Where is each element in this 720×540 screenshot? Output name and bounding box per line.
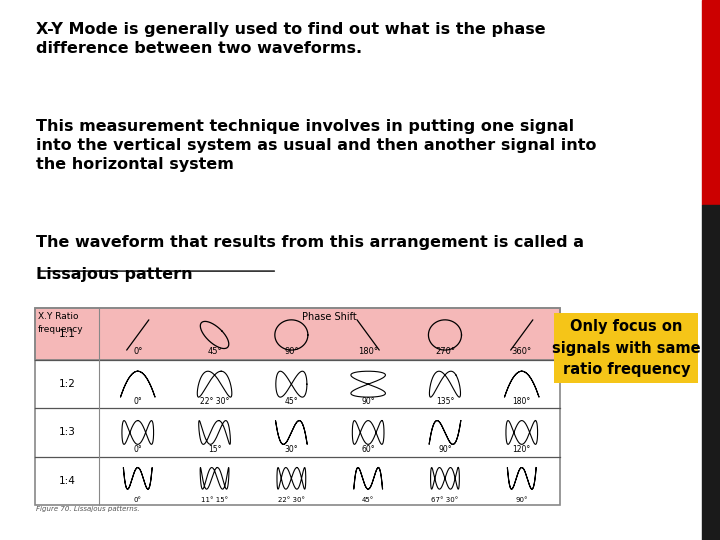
- Text: 60°: 60°: [361, 445, 375, 454]
- FancyBboxPatch shape: [554, 313, 698, 383]
- Text: 1:2: 1:2: [58, 379, 76, 389]
- Text: 90°: 90°: [516, 497, 528, 503]
- Text: 90°: 90°: [438, 445, 451, 454]
- Text: 120°: 120°: [513, 445, 531, 454]
- Text: 0°: 0°: [133, 347, 143, 356]
- Text: 22° 30°: 22° 30°: [200, 396, 229, 406]
- Text: 1:4: 1:4: [58, 476, 76, 486]
- Text: 15°: 15°: [208, 445, 221, 454]
- FancyBboxPatch shape: [35, 308, 560, 360]
- Text: Lissajous pattern: Lissajous pattern: [36, 267, 193, 282]
- Text: 90°: 90°: [361, 396, 375, 406]
- Text: frequency: frequency: [38, 325, 84, 334]
- Text: The waveform that results from this arrangement is called a: The waveform that results from this arra…: [36, 235, 584, 250]
- Text: 0°: 0°: [133, 445, 142, 454]
- Bar: [702, 0, 720, 205]
- Text: 45°: 45°: [362, 497, 374, 503]
- Text: Figure 70. Lissajous patterns.: Figure 70. Lissajous patterns.: [36, 506, 140, 512]
- Text: 0°: 0°: [134, 497, 142, 503]
- Text: 360°: 360°: [512, 347, 532, 356]
- Text: 45°: 45°: [207, 347, 222, 356]
- Text: 180°: 180°: [513, 396, 531, 406]
- Text: 90°: 90°: [284, 347, 299, 356]
- Text: 1:1: 1:1: [58, 329, 76, 339]
- Text: Only focus on
signals with same
ratio frequency: Only focus on signals with same ratio fr…: [552, 319, 701, 377]
- Text: 180°: 180°: [358, 347, 378, 356]
- Text: 270°: 270°: [435, 347, 455, 356]
- Text: 22° 30°: 22° 30°: [278, 497, 305, 503]
- Text: 30°: 30°: [284, 445, 298, 454]
- Text: This measurement technique involves in putting one signal
into the vertical syst: This measurement technique involves in p…: [36, 119, 596, 172]
- Text: 135°: 135°: [436, 396, 454, 406]
- Text: 0°: 0°: [133, 396, 142, 406]
- Text: 11° 15°: 11° 15°: [201, 497, 228, 503]
- Bar: [702, 205, 720, 540]
- Text: 45°: 45°: [284, 396, 298, 406]
- Text: 1:3: 1:3: [58, 428, 76, 437]
- Text: X-Y Mode is generally used to find out what is the phase
difference between two : X-Y Mode is generally used to find out w…: [36, 22, 546, 56]
- Text: Phase Shift: Phase Shift: [302, 312, 357, 322]
- Text: X.Y Ratio: X.Y Ratio: [38, 312, 78, 321]
- Text: 67° 30°: 67° 30°: [431, 497, 459, 503]
- FancyBboxPatch shape: [35, 308, 560, 505]
